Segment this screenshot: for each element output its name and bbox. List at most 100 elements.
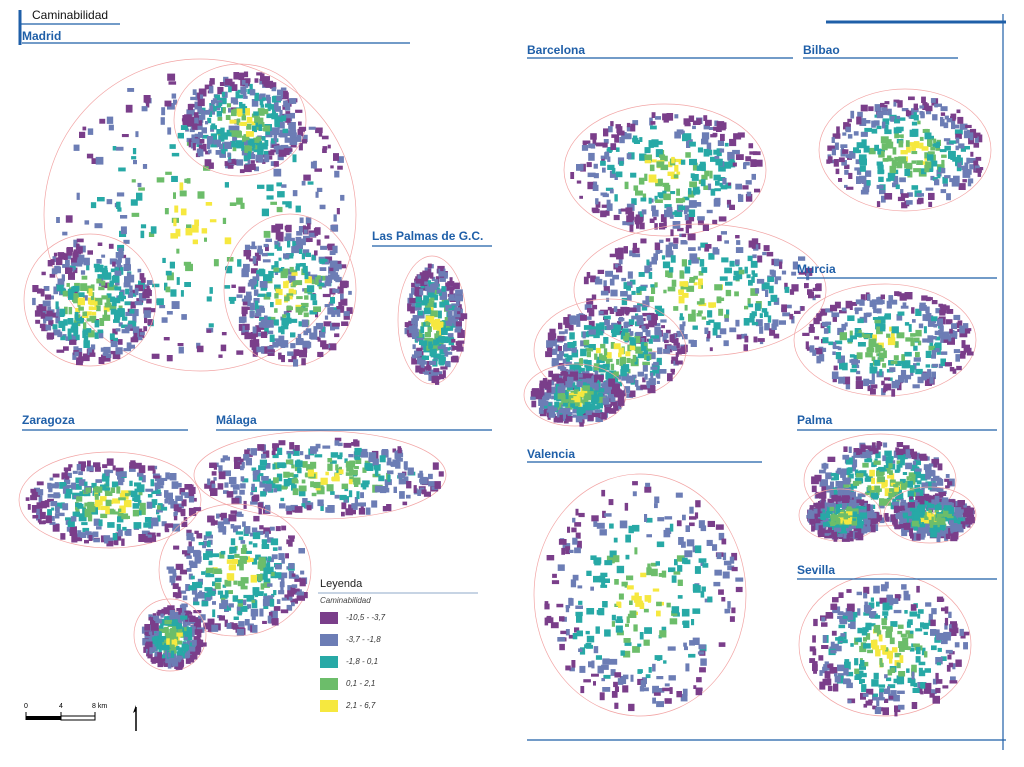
map-patch xyxy=(325,275,333,283)
map-patch xyxy=(228,86,232,93)
map-patch xyxy=(890,667,896,673)
map-patch xyxy=(924,378,932,386)
map-patch xyxy=(222,107,226,114)
map-patch xyxy=(616,390,625,397)
map-patch xyxy=(48,486,53,493)
map-patch xyxy=(96,305,101,312)
map-patch xyxy=(954,524,963,531)
map-patch xyxy=(751,321,759,326)
map-patch xyxy=(666,345,674,349)
map-patch xyxy=(77,530,82,538)
map-patch xyxy=(295,280,303,286)
map-patch xyxy=(611,329,617,337)
map-patch xyxy=(637,371,644,377)
map-patch xyxy=(449,289,454,297)
map-patch xyxy=(194,117,199,124)
map-patch xyxy=(39,323,46,329)
map-patch xyxy=(624,181,629,190)
map-patch xyxy=(596,403,600,410)
map-patch xyxy=(418,329,423,338)
map-patch xyxy=(716,121,725,128)
map-patch xyxy=(629,340,637,348)
map-patch xyxy=(557,335,565,342)
map-patch xyxy=(47,498,54,502)
map-patch xyxy=(915,656,921,663)
map-patch xyxy=(455,341,461,346)
map-patch xyxy=(689,278,695,283)
map-patch xyxy=(959,353,966,359)
map-patch xyxy=(84,502,88,507)
map-patch xyxy=(245,131,254,137)
map-patch xyxy=(253,339,260,347)
map-patch xyxy=(137,472,144,477)
map-patch xyxy=(415,286,423,292)
map-patch xyxy=(898,463,903,468)
map-patch xyxy=(76,243,80,251)
map-patch xyxy=(96,259,102,264)
map-patch xyxy=(236,130,242,138)
map-patch xyxy=(457,309,461,315)
map-patch xyxy=(133,160,137,165)
map-patch xyxy=(314,232,319,236)
map-patch xyxy=(113,297,121,304)
map-patch xyxy=(330,322,335,331)
map-patch xyxy=(961,340,966,349)
map-patch xyxy=(900,150,908,155)
map-patch xyxy=(670,191,676,195)
map-patch xyxy=(157,489,161,494)
map-patch xyxy=(762,251,767,256)
map-patch xyxy=(264,150,270,157)
map-patch xyxy=(115,467,124,475)
map-patch xyxy=(272,108,277,116)
map-patch xyxy=(895,481,903,486)
map-patch xyxy=(47,509,52,516)
map-patch xyxy=(857,111,863,118)
map-patch xyxy=(710,134,717,138)
map-patch xyxy=(262,142,268,150)
map-patch xyxy=(662,182,670,187)
map-patch xyxy=(912,532,918,539)
map-patch xyxy=(61,325,66,332)
map-patch xyxy=(243,95,248,99)
map-patch xyxy=(954,501,960,507)
map-patch xyxy=(636,385,643,391)
map-patch xyxy=(931,499,935,504)
map-patch xyxy=(435,377,440,385)
map-patch xyxy=(916,585,920,593)
map-patch xyxy=(317,337,321,342)
map-patch xyxy=(925,364,931,368)
map-patch xyxy=(576,380,583,387)
map-patch xyxy=(676,342,680,349)
map-patch xyxy=(843,122,850,129)
map-patch xyxy=(275,289,283,296)
map-patch xyxy=(898,704,905,710)
map-patch xyxy=(583,395,589,402)
map-patch xyxy=(922,523,930,531)
map-patch xyxy=(584,374,592,379)
map-patch xyxy=(863,312,871,318)
map-patch xyxy=(876,700,880,707)
map-patch xyxy=(825,612,834,619)
map-patch xyxy=(256,308,261,315)
map-patch xyxy=(820,501,825,509)
map-patch xyxy=(459,328,463,335)
map-patch xyxy=(614,263,619,268)
map-patch xyxy=(831,630,837,636)
map-patch xyxy=(962,169,971,178)
map-patch xyxy=(765,289,769,297)
map-patch xyxy=(704,170,710,177)
map-patch xyxy=(213,105,221,111)
map-patch xyxy=(691,258,699,264)
map-patch xyxy=(137,182,142,187)
map-patch xyxy=(837,327,844,335)
map-patch xyxy=(903,594,911,601)
map-patch xyxy=(436,371,443,375)
map-patch xyxy=(282,128,289,134)
map-patch xyxy=(236,108,243,116)
map-patch xyxy=(673,174,679,179)
map-patch xyxy=(646,330,651,337)
map-patch xyxy=(931,371,936,380)
map-patch xyxy=(286,293,294,298)
map-patch xyxy=(253,289,259,296)
